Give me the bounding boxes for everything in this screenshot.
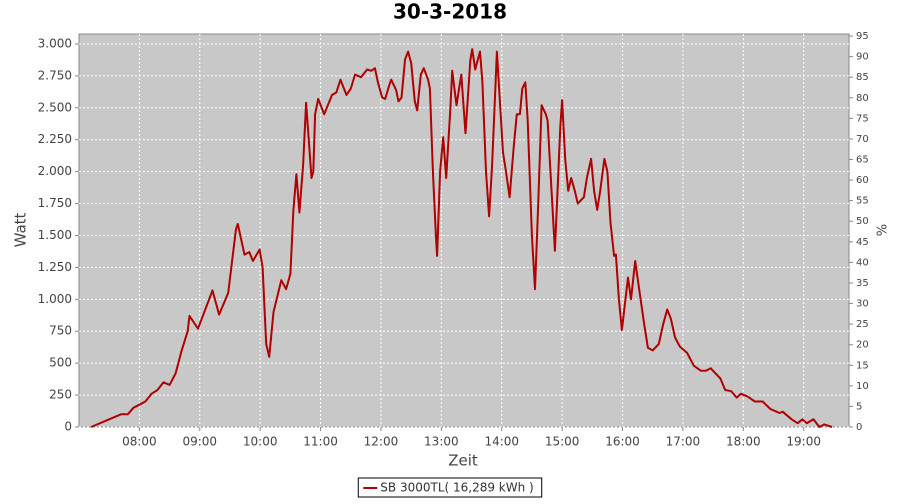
x-tick-label: 11:00 xyxy=(303,435,338,449)
y2-tick-label: 35 xyxy=(856,278,869,289)
x-tick-label: 17:00 xyxy=(666,435,701,449)
x-tick-label: 18:00 xyxy=(726,435,761,449)
y-tick-label: 2.500 xyxy=(38,100,72,114)
y-tick-label: 750 xyxy=(49,324,72,338)
legend-label: SB 3000TL( 16,289 kWh ) xyxy=(380,481,533,495)
y-tick-label: 2.000 xyxy=(38,164,72,178)
y-tick-label: 2.250 xyxy=(38,132,72,146)
y-tick-label: 1.250 xyxy=(38,260,72,274)
y2-tick-label: 15 xyxy=(856,360,869,371)
y2-tick-label: 10 xyxy=(856,381,869,392)
y2-tick-label: 95 xyxy=(856,31,869,42)
x-tick-label: 09:00 xyxy=(182,435,217,449)
y2-tick-label: 90 xyxy=(856,52,869,63)
y-tick-label: 0 xyxy=(64,420,72,434)
y2-tick-label: 45 xyxy=(856,237,869,248)
x-axis-label: Zeit xyxy=(448,452,478,470)
y-tick-label: 1.500 xyxy=(38,228,72,242)
y2-tick-label: 25 xyxy=(856,319,869,330)
y-tick-label: 1.000 xyxy=(38,292,72,306)
y2-tick-label: 20 xyxy=(856,340,869,351)
y2-tick-label: 0 xyxy=(856,422,862,433)
y2-tick-label: 75 xyxy=(856,113,869,124)
y2-tick-label: 60 xyxy=(856,175,869,186)
x-tick-label: 12:00 xyxy=(364,435,399,449)
y2-tick-label: 40 xyxy=(856,257,869,268)
x-tick-label: 08:00 xyxy=(122,435,157,449)
y-tick-label: 1.750 xyxy=(38,196,72,210)
legend: SB 3000TL( 16,289 kWh ) xyxy=(357,477,543,498)
x-tick-label: 10:00 xyxy=(243,435,278,449)
y-tick-label: 250 xyxy=(49,388,72,402)
y2-tick-label: 80 xyxy=(856,93,869,104)
y2-tick-label: 85 xyxy=(856,72,869,83)
y2-tick-label: 70 xyxy=(856,134,869,145)
x-tick-label: 14:00 xyxy=(484,435,519,449)
y2-tick-label: 30 xyxy=(856,299,869,310)
y2-tick-label: 50 xyxy=(856,216,869,227)
y-axis-label: Watt xyxy=(12,212,30,247)
y2-tick-label: 65 xyxy=(856,155,869,166)
y2-axis-label: % xyxy=(876,224,891,236)
y-tick-label: 2.750 xyxy=(38,68,72,82)
y2-tick-label: 5 xyxy=(856,401,862,412)
x-tick-label: 19:00 xyxy=(786,435,821,449)
y-tick-label: 3.000 xyxy=(38,36,72,50)
data-line xyxy=(90,48,833,428)
chart-title: 30-3-2018 xyxy=(393,0,507,24)
plot-area xyxy=(78,33,850,428)
x-tick-label: 13:00 xyxy=(424,435,459,449)
x-tick-label: 16:00 xyxy=(605,435,640,449)
y-tick-label: 500 xyxy=(49,356,72,370)
legend-box xyxy=(357,477,543,498)
y2-tick-label: 55 xyxy=(856,196,869,207)
x-tick-label: 15:00 xyxy=(545,435,580,449)
